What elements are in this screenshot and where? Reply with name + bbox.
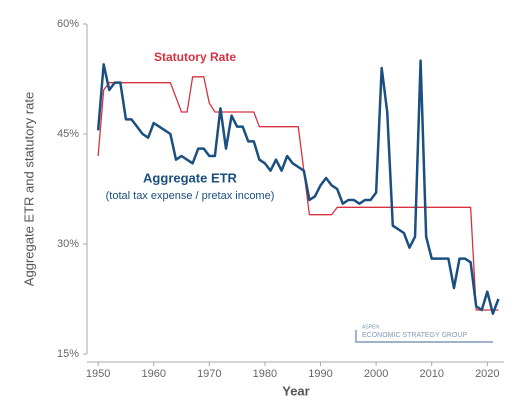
annotation: Aggregate ETR [143, 170, 238, 185]
x-tick-label: 2000 [364, 368, 388, 380]
annotation: Statutory Rate [154, 50, 236, 64]
data-line [96, 59, 500, 315]
x-tick-label: 1980 [253, 368, 277, 380]
logo-text: ASPEN [362, 324, 379, 330]
y-tick-label: 15% [57, 348, 79, 360]
x-tick-label: 1960 [141, 368, 165, 380]
x-axis-label: Year [282, 383, 309, 398]
x-tick-label: 2020 [475, 368, 499, 380]
x-tick-label: 1970 [197, 368, 221, 380]
logo-text: ECONOMIC STRATEGY GROUP [362, 332, 467, 339]
data-line [97, 76, 499, 311]
annotation: (total tax expense / pretax income) [106, 190, 275, 202]
x-tick-label: 1990 [308, 368, 332, 380]
x-tick-label: 2010 [419, 368, 443, 380]
y-tick-label: 60% [57, 18, 79, 30]
y-tick-label: 30% [57, 238, 79, 250]
y-tick-label: 45% [57, 128, 79, 140]
y-axis-label: Aggregate ETR and statutory rate [21, 92, 36, 286]
x-tick-label: 1950 [86, 368, 110, 380]
logo-bracket [355, 330, 493, 343]
